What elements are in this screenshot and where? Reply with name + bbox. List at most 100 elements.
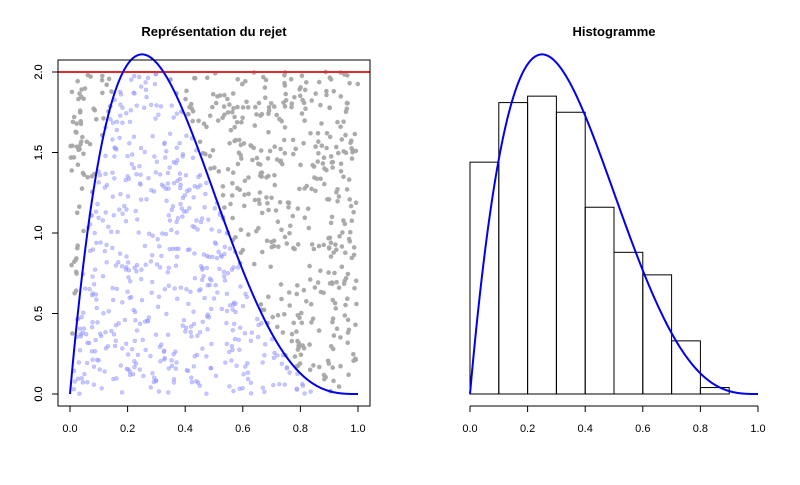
accepted-point — [248, 391, 254, 396]
rejected-point — [347, 80, 352, 86]
rejection-x-axis: 0.0 0.2 0.4 0.6 0.8 1.0 — [62, 406, 366, 435]
accepted-point — [156, 294, 162, 300]
rejected-point — [254, 155, 260, 161]
accepted-point — [152, 154, 157, 159]
accepted-point — [85, 380, 90, 385]
accepted-point — [90, 357, 95, 362]
accepted-point — [224, 291, 230, 297]
accepted-point — [185, 368, 191, 374]
rejected-point — [207, 113, 213, 119]
rejected-point — [274, 112, 280, 118]
accepted-point — [169, 358, 174, 363]
accepted-point — [194, 218, 199, 223]
rejected-point — [99, 77, 105, 83]
accepted-point — [128, 294, 134, 300]
accepted-point — [212, 240, 218, 245]
accepted-point — [173, 160, 179, 166]
accepted-point — [200, 319, 205, 325]
rejected-point — [242, 203, 247, 209]
accepted-point — [254, 316, 260, 322]
accepted-point — [91, 282, 97, 287]
accepted-point — [123, 218, 129, 224]
rejected-point — [230, 91, 236, 96]
accepted-point — [217, 229, 222, 234]
accepted-point — [162, 286, 168, 292]
accepted-point — [183, 329, 188, 334]
accepted-point — [79, 314, 85, 320]
accepted-point — [118, 102, 123, 107]
accepted-point — [110, 297, 116, 303]
accepted-point — [277, 381, 282, 387]
rejected-point — [298, 352, 304, 358]
accepted-point — [103, 346, 109, 351]
accepted-point — [262, 342, 268, 347]
rejected-point — [344, 187, 350, 192]
rejected-point — [324, 92, 329, 98]
rejected-point — [301, 141, 306, 146]
accepted-point — [104, 260, 109, 265]
rejected-point — [281, 100, 286, 105]
rejected-point — [334, 326, 340, 332]
accepted-point — [106, 309, 112, 314]
rejected-point — [279, 227, 284, 233]
accepted-point — [129, 346, 135, 352]
rejected-point — [100, 73, 105, 79]
accepted-point — [94, 357, 100, 363]
accepted-point — [89, 349, 95, 354]
rejected-point — [231, 106, 236, 111]
accepted-point — [136, 74, 142, 80]
rejected-point — [244, 99, 249, 105]
accepted-point — [244, 294, 250, 300]
rejected-point — [286, 205, 291, 210]
rejected-point — [333, 242, 338, 247]
rejected-point — [299, 310, 304, 316]
rejected-point — [337, 234, 342, 239]
rejected-point — [259, 111, 265, 117]
accepted-point — [120, 346, 125, 351]
accepted-point — [95, 201, 100, 207]
accepted-point — [96, 215, 101, 221]
accepted-point — [189, 375, 194, 380]
accepted-point — [146, 231, 152, 237]
rejected-point — [320, 161, 326, 166]
rejected-point — [301, 100, 307, 106]
accepted-point — [287, 370, 292, 375]
rejection-y-tick-label: 0.5 — [33, 306, 45, 321]
accepted-point — [201, 273, 206, 279]
accepted-point — [90, 320, 95, 325]
accepted-point — [85, 340, 90, 345]
accepted-point — [103, 153, 108, 159]
accepted-point — [165, 270, 171, 275]
accepted-point — [189, 334, 194, 339]
rejected-point — [258, 302, 264, 307]
accepted-point — [134, 262, 140, 268]
rejected-point — [246, 175, 251, 180]
accepted-point — [222, 278, 228, 283]
rejected-point — [328, 254, 334, 259]
rejected-point — [309, 186, 314, 192]
accepted-point — [155, 236, 160, 242]
accepted-point — [117, 135, 122, 141]
accepted-point — [294, 386, 300, 392]
accepted-point — [108, 229, 114, 235]
accepted-point — [131, 73, 137, 79]
accepted-point — [229, 358, 234, 363]
rejected-point — [91, 106, 96, 111]
accepted-point — [229, 343, 235, 349]
rejected-point — [328, 240, 334, 245]
rejected-point — [330, 297, 336, 303]
rejected-point — [268, 101, 274, 106]
rejected-point — [343, 250, 348, 256]
accepted-point — [125, 352, 131, 357]
accepted-point — [71, 386, 77, 392]
accepted-point — [166, 213, 172, 218]
rejected-point — [317, 364, 322, 370]
rejected-point — [292, 95, 297, 100]
rejected-point — [340, 230, 345, 235]
rejected-point — [297, 361, 303, 366]
rejected-point — [273, 208, 279, 213]
rejected-point — [346, 177, 352, 182]
rejected-point — [351, 209, 356, 215]
rejected-point — [336, 285, 342, 291]
accepted-point — [131, 134, 137, 140]
